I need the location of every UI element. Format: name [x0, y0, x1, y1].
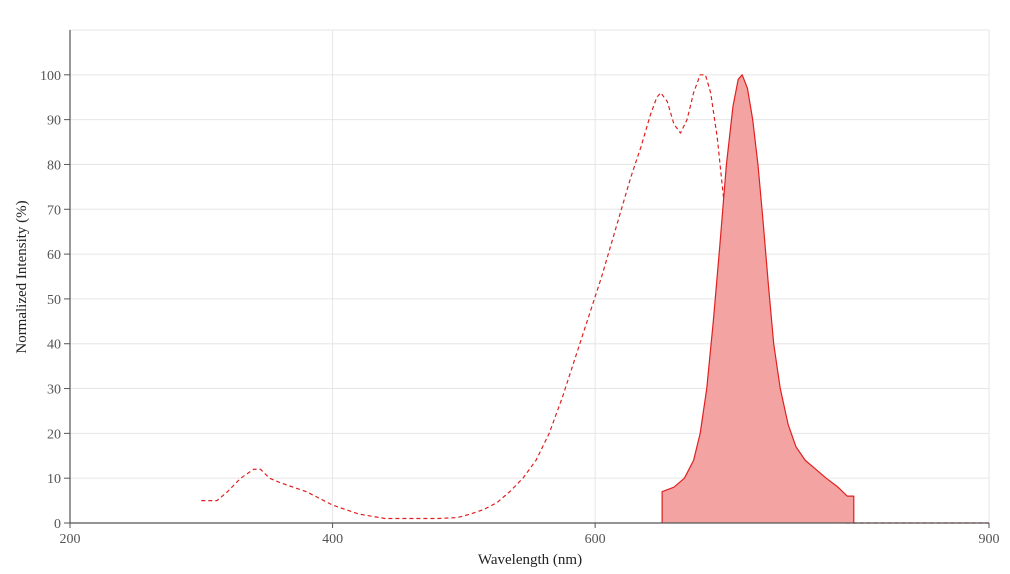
tick-labels: 0 10 20 30 40 50 60 70 80 90 100 200 400 600 900 — [40, 69, 1000, 547]
y-tick-label: 0 — [54, 517, 61, 532]
x-tick-label: 600 — [585, 532, 606, 547]
y-tick-label: 90 — [47, 114, 61, 129]
y-tick-label: 70 — [47, 203, 61, 218]
y-tick-label: 60 — [47, 248, 61, 263]
x-axis-title: Wavelength (nm) — [478, 552, 582, 568]
y-tick-label: 50 — [47, 293, 61, 308]
axes — [69, 30, 989, 524]
y-axis-title: Normalized Intensity (%) — [14, 200, 30, 353]
x-tick-label: 900 — [979, 532, 1000, 547]
plot-area-border — [69, 29, 990, 524]
grid — [69, 29, 990, 524]
y-tick-label: 10 — [47, 472, 61, 487]
y-tick-label: 40 — [47, 338, 61, 353]
y-tick-label: 20 — [47, 427, 61, 442]
series-1-area — [662, 74, 854, 523]
series-layer — [201, 74, 989, 524]
x-tick-label: 400 — [322, 532, 343, 547]
x-tick-label: 200 — [60, 532, 81, 547]
series-1-line — [661, 74, 855, 523]
y-tick-label: 30 — [47, 383, 61, 398]
y-tick-label: 80 — [47, 158, 61, 173]
y-tick-label: 100 — [40, 69, 61, 84]
